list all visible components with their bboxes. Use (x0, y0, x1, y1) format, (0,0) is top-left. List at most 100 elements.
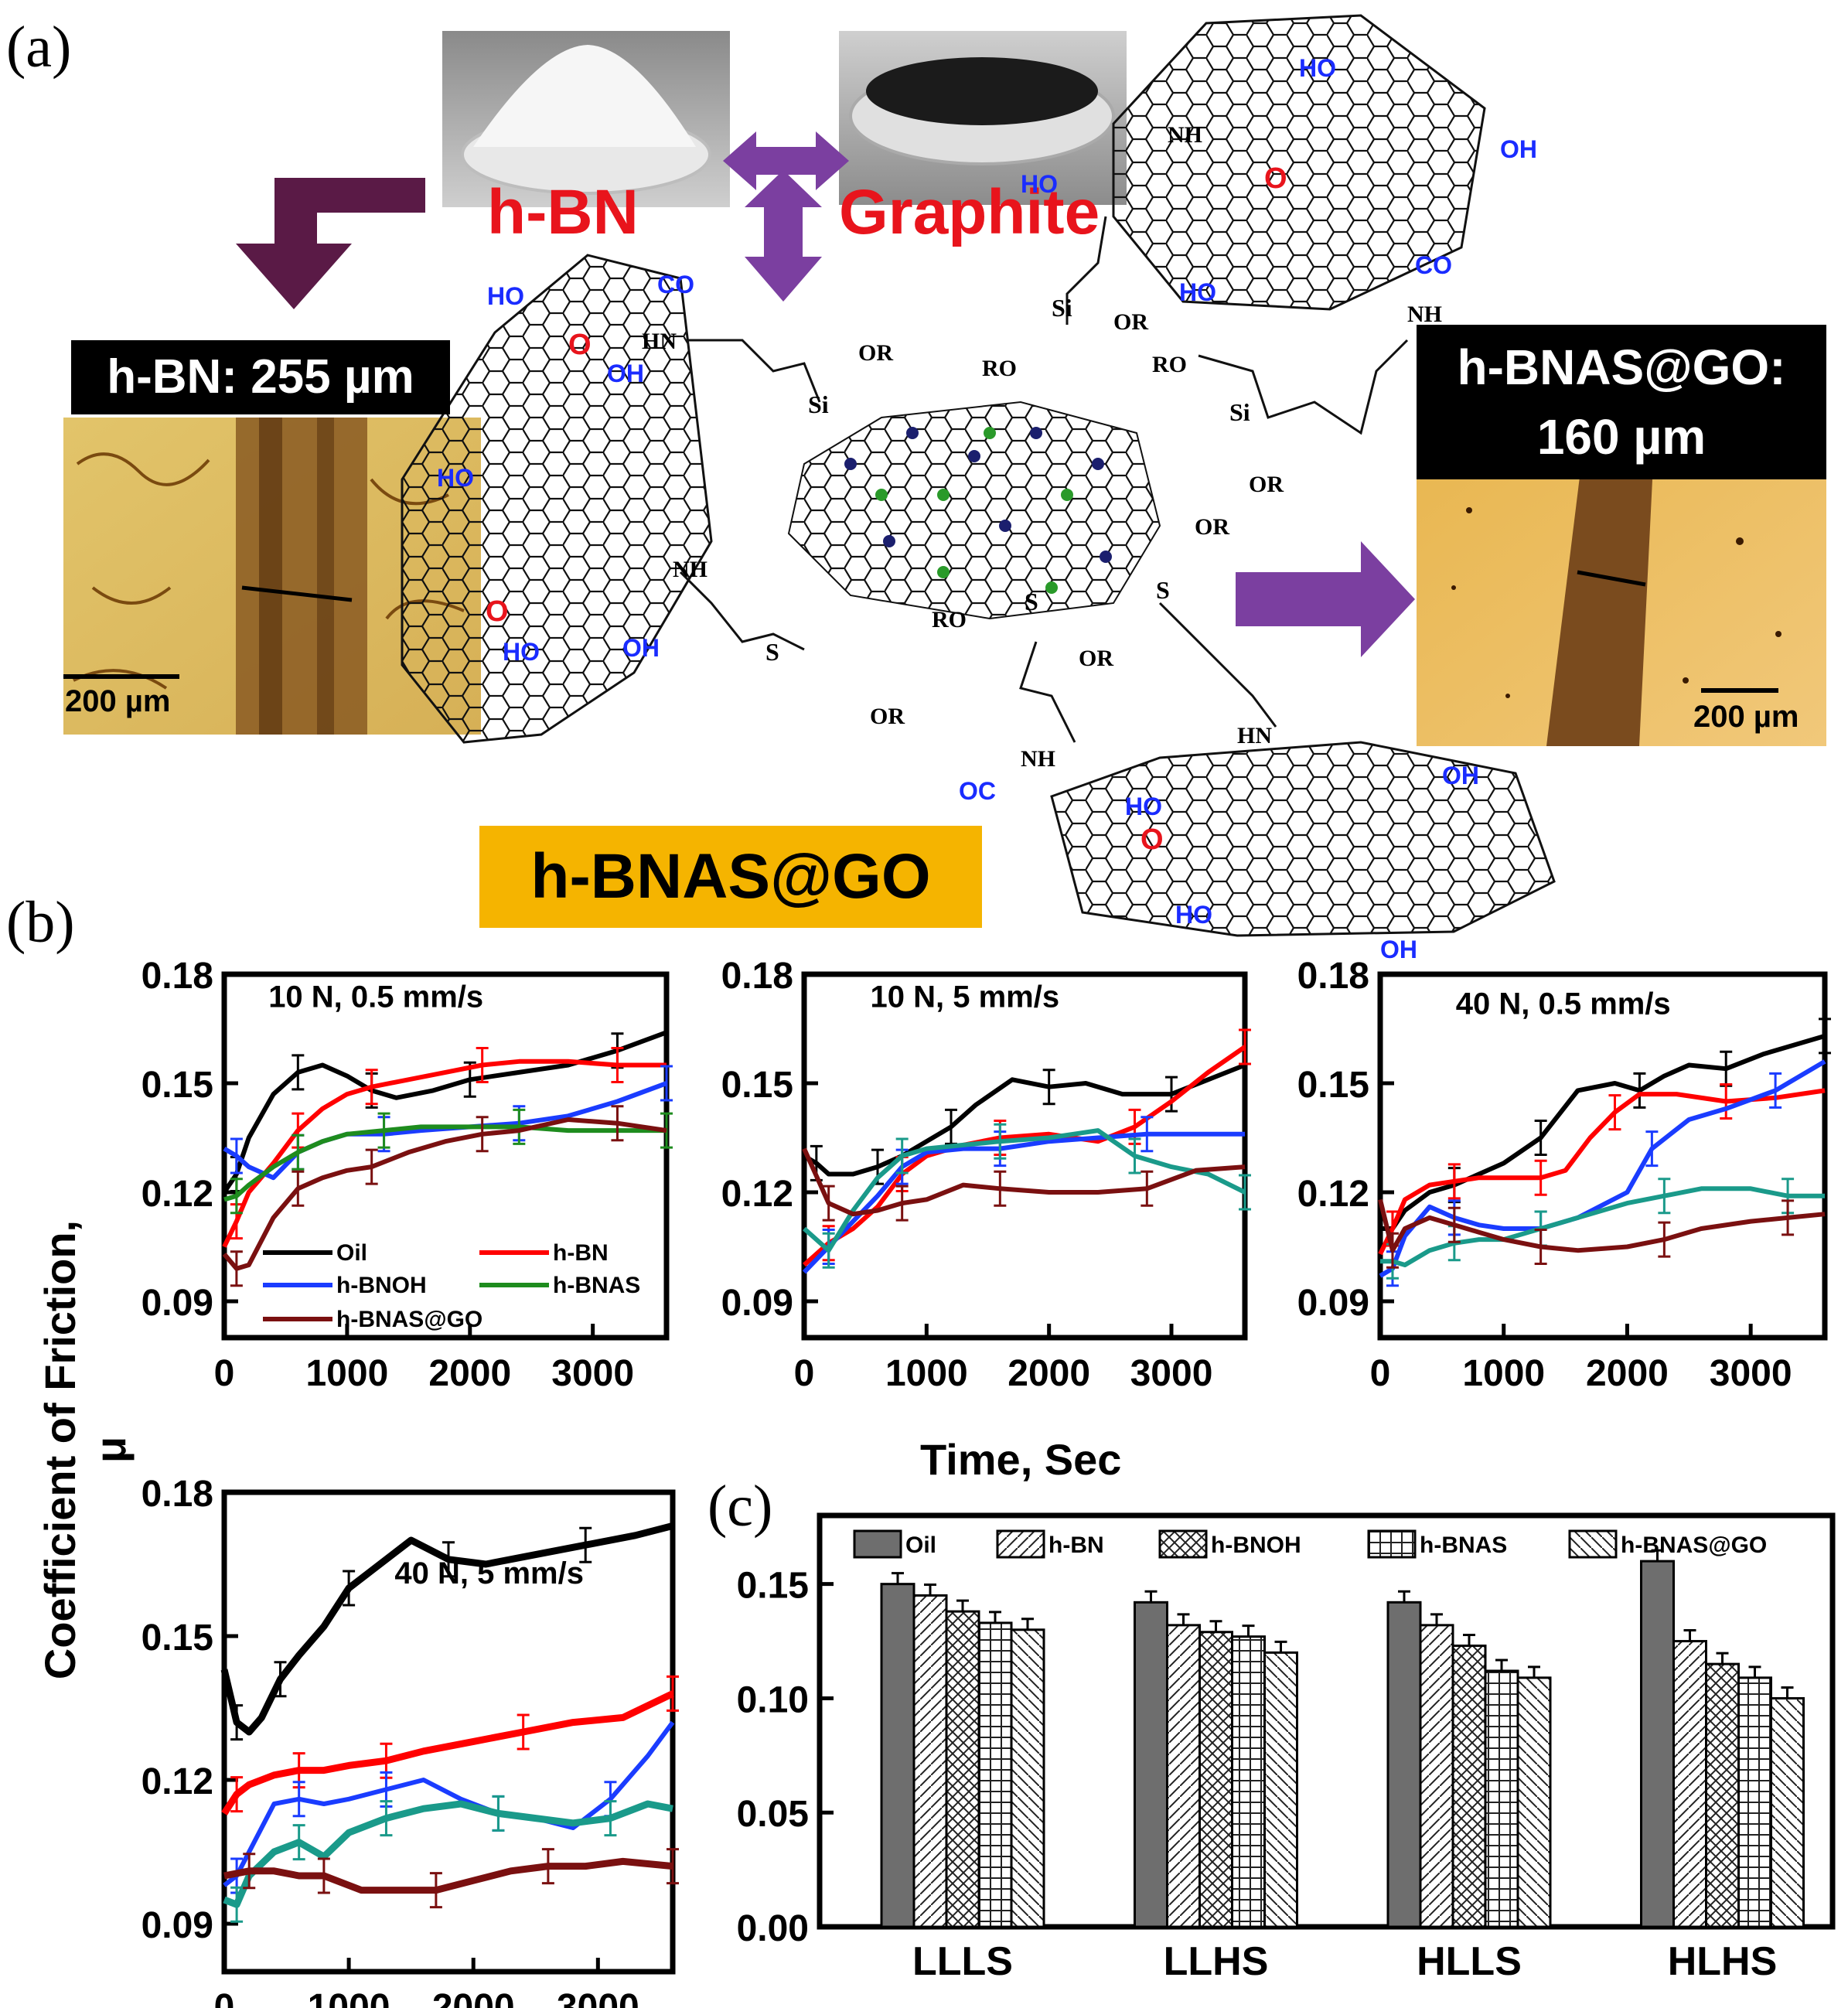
y-tick-label: 0.12 (1297, 1174, 1369, 1215)
graphene-sheet-left (401, 254, 713, 744)
error-bar (1128, 1137, 1141, 1174)
error-bar (1447, 1163, 1461, 1200)
error-bar (994, 1123, 1007, 1160)
error-bar (1141, 1170, 1154, 1207)
group-label: Si (1052, 294, 1072, 322)
error-bar (895, 1137, 909, 1174)
error-bar (442, 1541, 455, 1578)
group-label: OR (1195, 514, 1229, 540)
error-bar (429, 1872, 442, 1909)
group-label: CO (1415, 251, 1452, 279)
group-label: NH (1021, 746, 1055, 772)
error-bar (365, 1148, 378, 1185)
x-tick-label: 3000 (557, 1987, 639, 2008)
error-bar (822, 1185, 835, 1222)
x-tick-label: 0 (214, 1987, 235, 2008)
group-label: S (1156, 576, 1170, 604)
group-label: HO (437, 464, 474, 492)
x-tick-label: 1000 (885, 1353, 968, 1394)
series-line-h-BNAS (1380, 1186, 1825, 1267)
error-bar (380, 1800, 393, 1837)
series-line-Oil (222, 1030, 668, 1194)
condition-title: 40 N, 5 mm/s (394, 1556, 584, 1590)
error-bar (1239, 1174, 1251, 1211)
group-label: OC (959, 777, 996, 805)
error-bar (1645, 1130, 1659, 1168)
bar-h-BN (1166, 1624, 1201, 1928)
y-tick-label: 0.15 (141, 1618, 213, 1659)
x-tick-label: 0 (214, 1353, 235, 1394)
series-line-h-BNAS (223, 1800, 673, 1908)
y-tick-label: 0.05 (737, 1794, 809, 1835)
scale-bar-left-label: 200 µm (65, 684, 171, 718)
bar-h-BNAS@GO (1263, 1651, 1298, 1928)
error-bar (1716, 1652, 1729, 1665)
error-bar (1177, 1613, 1190, 1625)
error-bar (1534, 1159, 1547, 1196)
error-bar (660, 1065, 673, 1102)
bar-h-BNAS (1737, 1676, 1772, 1928)
condition-title: 10 N, 0.5 mm/s (268, 980, 483, 1014)
error-bar (892, 1572, 904, 1584)
bar-h-BNAS@GO (1010, 1628, 1045, 1928)
composite-name-text: h-BNAS@GO (530, 841, 931, 912)
series-line-h-BN (221, 1690, 674, 1815)
group-label: O (1141, 823, 1164, 856)
group-label: HN (1237, 723, 1272, 748)
legend-swatch (1158, 1529, 1208, 1559)
error-bar (343, 1570, 356, 1607)
hbn-wear-label-text: h-BN: 255 µm (107, 350, 414, 404)
error-bar (611, 1047, 624, 1083)
group-label: HN (642, 329, 677, 354)
x-tick-label: 2000 (1586, 1353, 1669, 1394)
line-chart-4 (220, 1489, 679, 1975)
group-label: Si (1229, 398, 1250, 426)
y-tick-label: 0.18 (141, 956, 213, 997)
group-label: OR (858, 340, 893, 366)
series-line-Oil (220, 1522, 674, 1736)
legend-label: Oil (336, 1240, 367, 1266)
legend-label: h-BN (1048, 1532, 1104, 1558)
error-bar (1430, 1613, 1443, 1625)
graphene-sheet-bottom-right (1050, 741, 1556, 937)
error-bar (822, 1232, 835, 1269)
composite-name-badge: h-BNAS@GO (479, 826, 982, 928)
error-bar (1683, 1629, 1696, 1642)
graphene-sheet-top-right (1112, 14, 1486, 311)
bar-h-BNAS@GO (1516, 1676, 1552, 1928)
plot-frame (221, 1489, 676, 1975)
group-label: CO (657, 271, 694, 298)
legend-label: h-BNAS@GO (1621, 1532, 1767, 1558)
bar-h-BNAS@GO (1770, 1696, 1805, 1928)
plot-frame (221, 971, 670, 1341)
legend-swatch (853, 1529, 902, 1559)
series-line-h-BNAS@GO (223, 1857, 673, 1894)
error-bar (667, 1848, 679, 1885)
hbn-powder-photo (442, 31, 730, 207)
group-label: OH (1380, 936, 1417, 963)
group-label: NH (1407, 302, 1442, 327)
error-bar (377, 1112, 390, 1149)
error-bar (611, 1105, 624, 1142)
error-bar (292, 1824, 305, 1861)
error-bar (956, 1599, 969, 1612)
error-bar (317, 1857, 330, 1894)
group-label: OH (1442, 762, 1479, 789)
x-tick-label: 2000 (432, 1987, 515, 2008)
error-bar (989, 1611, 1001, 1623)
error-bar (1463, 1633, 1475, 1646)
y-tick-label: 0.18 (721, 956, 793, 997)
x-tick-label: 1000 (308, 1987, 390, 2008)
bar-h-BNAS (977, 1621, 1013, 1928)
composite-wear-label-line2: 160 µm (1536, 409, 1707, 465)
arrow-right (1236, 541, 1415, 657)
graphite-label: Graphite (839, 177, 1100, 247)
group-label: OR (1249, 472, 1284, 497)
series-line-Oil (1380, 1034, 1826, 1231)
error-bar (476, 1116, 489, 1153)
error-bar (1021, 1618, 1034, 1630)
category-label: HLLS (1417, 1939, 1522, 1984)
error-bar (1144, 1590, 1158, 1603)
y-tick-label: 0.15 (141, 1065, 213, 1106)
